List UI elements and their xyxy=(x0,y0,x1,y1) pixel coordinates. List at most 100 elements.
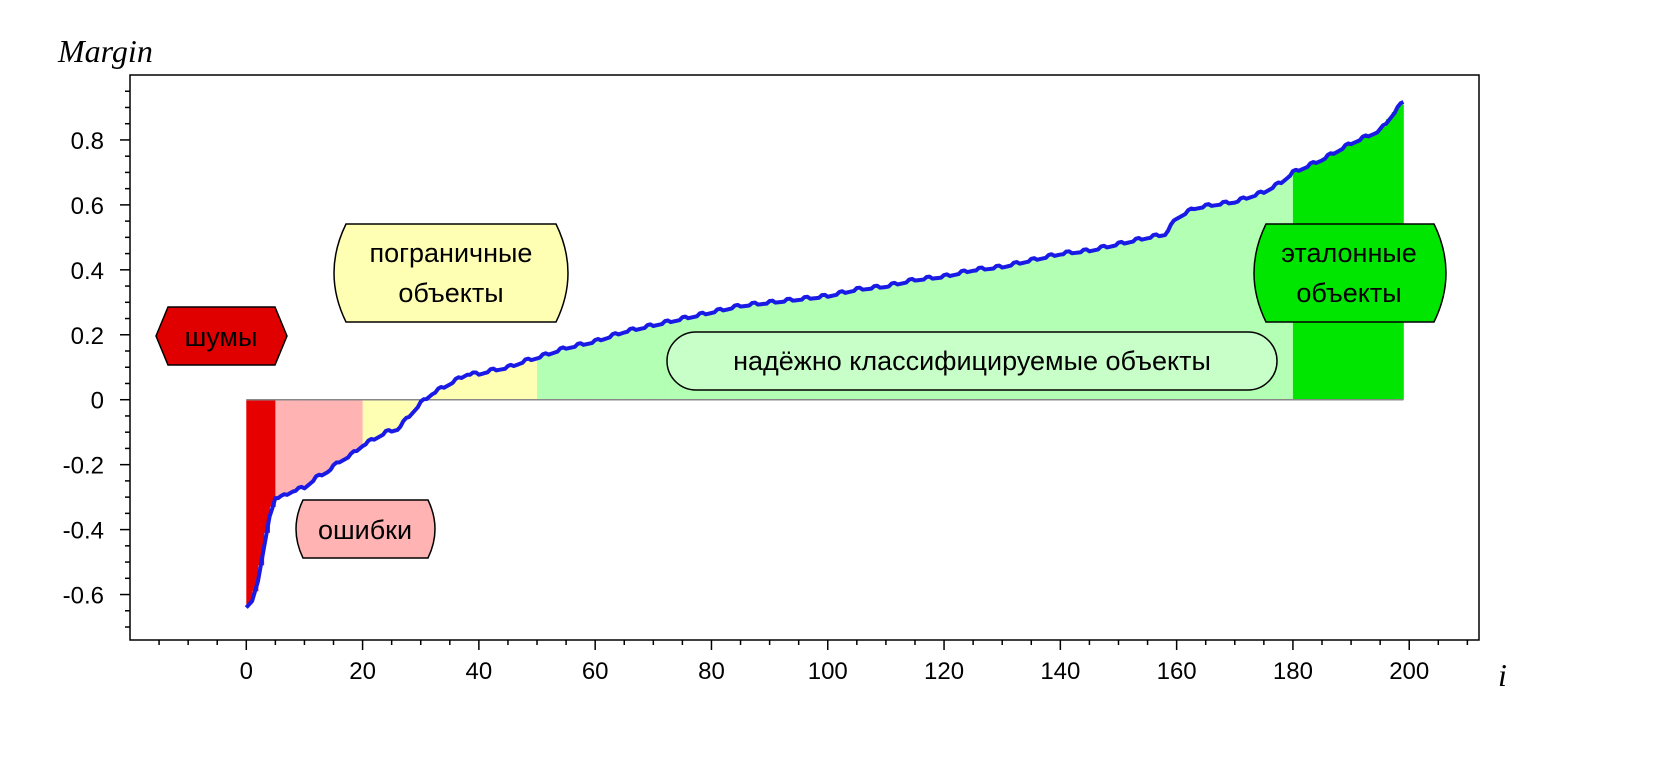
margin-bar-errors xyxy=(333,399,340,464)
margin-bar-borderline xyxy=(374,399,381,438)
margin-bar-errors xyxy=(327,399,334,469)
margin-bar-borderline xyxy=(380,399,387,434)
margin-bar-borderline xyxy=(362,399,369,444)
margin-bar-reliable xyxy=(1048,255,1055,400)
margin-bar-borderline xyxy=(513,363,520,400)
x-tick-label: 80 xyxy=(698,658,725,685)
margin-bar-borderline xyxy=(397,399,404,426)
margin-bar-reliable xyxy=(537,356,544,400)
margin-bar-borderline xyxy=(519,361,526,400)
annotation-noise-badge xyxy=(155,306,288,366)
annotation-standard-badge xyxy=(1253,223,1447,323)
margin-bar-reliable xyxy=(554,350,561,400)
margin-bar-reliable xyxy=(1252,194,1259,400)
margin-bar-errors xyxy=(298,399,305,489)
annotation-borderline-badge xyxy=(333,223,569,323)
annotation-standard-line2: объекты xyxy=(1296,278,1401,308)
annotation-reliable-label: надёжно классифицируемые объекты xyxy=(733,346,1211,376)
margin-bar-reliable xyxy=(641,326,648,400)
margin-bar-errors xyxy=(316,399,323,477)
margin-curve xyxy=(244,100,1405,609)
margin-bar-reliable xyxy=(1170,221,1178,400)
margin-bar-borderline xyxy=(432,391,439,400)
annotation-errors: ошибки xyxy=(295,499,436,559)
margin-bar-reliable xyxy=(1037,258,1044,400)
margin-bar-reliable xyxy=(1135,239,1143,400)
margin-bar-reliable xyxy=(1130,240,1137,400)
annotation-noise-label: шумы xyxy=(185,322,258,352)
annotation-reliable-badge xyxy=(666,331,1278,391)
margin-bar-reliable xyxy=(635,328,643,400)
margin-bar-reliable xyxy=(1112,244,1119,400)
margin-bar-borderline xyxy=(409,399,416,413)
margin-bar-reliable xyxy=(1176,216,1183,400)
margin-bar-borderline xyxy=(455,378,462,400)
margin-bar-errors xyxy=(321,399,329,473)
x-tick-label: 60 xyxy=(582,658,609,685)
margin-bar-errors xyxy=(345,399,352,457)
annotation-borderline-line1: пограничные xyxy=(370,238,533,268)
margin-bar-reliable xyxy=(1182,213,1189,400)
margin-bar-reliable xyxy=(542,354,550,400)
margin-bar-noise xyxy=(257,399,265,566)
margin-bar-reliable xyxy=(566,347,573,400)
y-tick-label: 0.8 xyxy=(71,128,104,155)
margin-bar-reliable xyxy=(595,340,602,400)
annotation-reliable: надёжно классифицируемые объекты xyxy=(666,331,1278,391)
x-tick-label: 180 xyxy=(1273,658,1313,685)
margin-bar-noise xyxy=(246,399,253,605)
margin-bar-reliable xyxy=(1066,252,1073,400)
margin-bar-reliable xyxy=(606,336,614,400)
margin-bar-reliable xyxy=(1106,245,1114,400)
margin-bar-reliable xyxy=(1077,251,1084,400)
x-tick-label: 140 xyxy=(1040,658,1080,685)
y-tick-label: -0.6 xyxy=(63,583,104,610)
annotation-standard: эталонные объекты xyxy=(1253,223,1447,323)
margin-bar-reliable xyxy=(1141,238,1148,400)
margin-bar-borderline xyxy=(391,399,398,430)
margin-bar-reliable xyxy=(1071,251,1079,400)
margin-bar-reliable xyxy=(1083,250,1090,400)
margin-bar-borderline xyxy=(490,369,497,400)
y-tick-label: 0.2 xyxy=(71,323,104,350)
margin-bar-reliable xyxy=(1223,202,1230,400)
x-axis-ticks: 0 20 40 60 80 100 120 140 160 180 200 xyxy=(158,640,1469,685)
margin-bar-borderline xyxy=(525,359,532,400)
margin-bar-borderline xyxy=(438,388,445,400)
margin-bar-reliable xyxy=(1159,234,1166,400)
margin-bar-reliable xyxy=(1147,236,1154,400)
margin-bar-reliable xyxy=(1095,248,1102,400)
margin-bar-errors xyxy=(287,399,294,493)
margin-bar-noise xyxy=(263,399,270,533)
x-tick-label: 120 xyxy=(924,658,964,685)
x-tick-label: 160 xyxy=(1157,658,1197,685)
margin-bar-reliable xyxy=(1054,254,1061,400)
margin-bar-reliable xyxy=(647,325,654,400)
margin-bar-reliable xyxy=(1217,203,1224,400)
annotation-borderline: пограничные объекты xyxy=(333,223,569,323)
margin-bar-reliable xyxy=(589,341,596,400)
margin-bar-errors xyxy=(304,399,311,485)
margin-bar-borderline xyxy=(385,399,393,432)
margin-bar-borderline xyxy=(461,375,468,400)
margin-bar-borderline xyxy=(478,372,486,400)
margin-bar-reliable xyxy=(612,334,619,400)
x-tick-label: 200 xyxy=(1389,658,1429,685)
margin-bar-borderline xyxy=(403,399,410,420)
x-tick-label: 100 xyxy=(808,658,848,685)
y-tick-label: -0.2 xyxy=(63,453,104,480)
margin-bar-reliable xyxy=(577,344,584,400)
margin-bar-reliable xyxy=(1188,209,1195,400)
margin-bar-errors xyxy=(350,399,358,453)
margin-bar-borderline xyxy=(368,399,375,441)
plot-frame xyxy=(129,74,1480,641)
margin-bar-reliable xyxy=(1205,205,1212,400)
margin-bar-reliable xyxy=(1234,200,1241,400)
margin-bar-borderline xyxy=(473,373,480,400)
margin-bar-reliable xyxy=(1124,241,1131,400)
margin-bar-errors xyxy=(339,399,346,460)
margin-bar-reliable xyxy=(659,323,666,400)
margin-bar-borderline xyxy=(531,358,538,400)
margin-bar-reliable xyxy=(1089,249,1096,400)
y-axis-title: Margin xyxy=(57,33,153,69)
